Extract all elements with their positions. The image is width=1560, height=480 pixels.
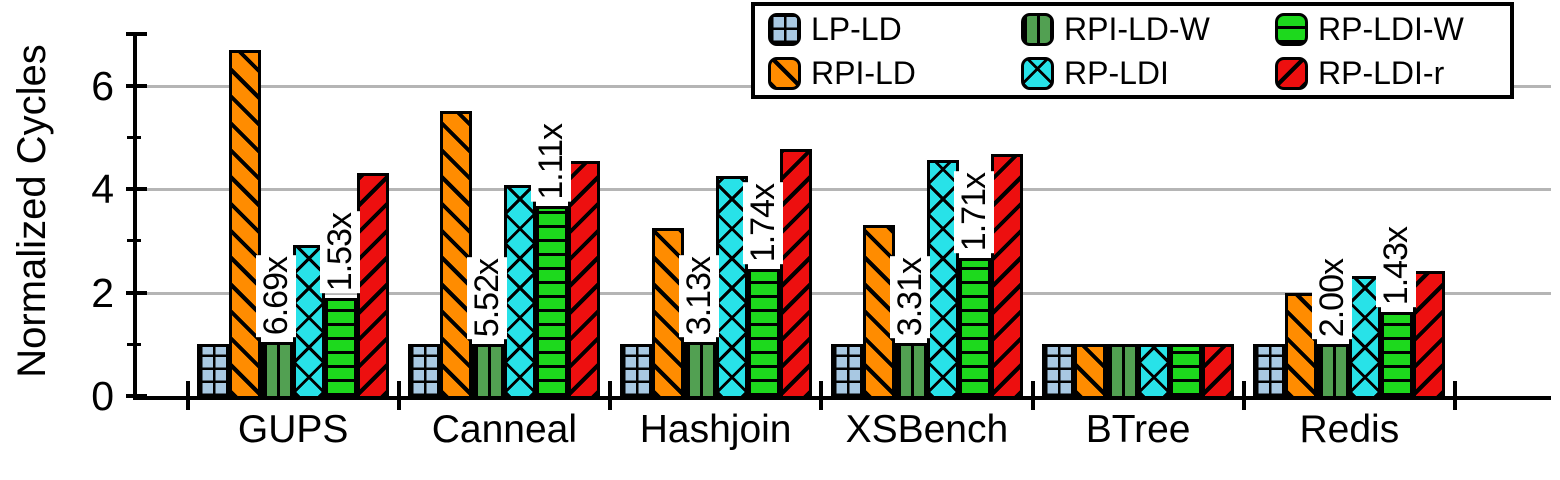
bar-RP-LDI-Canneal [504, 185, 537, 399]
bar-RP-LDI-r-Redis [1413, 271, 1446, 399]
y-minor-tick-3 [127, 239, 141, 243]
bar-RPI-LD-GUPS [229, 50, 262, 399]
x-tick-label-Redis: Redis [1299, 408, 1400, 451]
bar-RPI-LD-W-Canneal [472, 344, 505, 399]
y-tick-label-0: 0 [91, 373, 114, 419]
x-group-tick-2 [608, 381, 612, 410]
bar-RPI-LD-Redis [1285, 293, 1318, 399]
legend-swatch-RPI-LD-W-icon [1021, 12, 1054, 46]
x-group-tick-5 [1241, 381, 1246, 410]
bar-RP-LDI-W-Hashjoin [747, 269, 780, 399]
y-major-tick-2 [126, 290, 147, 295]
bar-annotation-Hashjoin: 3.13x [678, 255, 719, 338]
bar-annotation-Canneal: 5.52x [467, 257, 508, 340]
x-tick-label-BTree: BTree [1085, 408, 1191, 451]
bar-RP-LDI-BTree [1138, 344, 1171, 399]
legend-swatch-RP-LDI-W-icon [1275, 12, 1308, 46]
bar-annotation-GUPS: 6.69x [256, 255, 297, 338]
y-top-tick [126, 32, 147, 37]
y-minor-tick-5 [127, 136, 141, 139]
legend-label-RPI-LD-W: RPI-LD-W [1064, 10, 1210, 47]
y-minor-tick-1 [127, 342, 141, 346]
y-axis-line [133, 33, 137, 400]
bar-LP-LD-Hashjoin [619, 344, 652, 399]
bar-RPI-LD-W-Redis [1317, 344, 1350, 399]
y-major-tick-4 [126, 187, 147, 192]
bar-RP-LDI-W-XSBench [958, 258, 991, 399]
x-axis-line [133, 396, 1551, 400]
legend-item-RP-LDI: RP-LDI [1021, 51, 1275, 95]
bar-RP-LDI-W-BTree [1170, 344, 1203, 399]
bar-LP-LD-Redis [1253, 344, 1286, 399]
bar-LP-LD-Canneal [408, 344, 441, 399]
bar-RPI-LD-W-GUPS [261, 342, 294, 399]
legend-item-RP-LDI-W: RP-LDI-W [1275, 7, 1510, 51]
legend: LP-LD RPI-LD-W RP-LDI-W RPI-LD RP-LDI RP-LDI-… [751, 2, 1514, 99]
bar-LP-LD-BTree [1042, 344, 1075, 399]
y-major-tick-6 [126, 83, 147, 88]
bar-annotation-XSBench: 3.31x [889, 255, 930, 338]
bar-RPI-LD-W-Hashjoin [683, 342, 716, 399]
legend-item-RPI-LD-W: RPI-LD-W [1021, 7, 1275, 51]
bar-RP-LDI-W-Canneal [536, 206, 569, 399]
legend-label-RP-LDI-r: RP-LDI-r [1318, 54, 1445, 91]
bar-RP-LDI-r-Canneal [568, 161, 601, 399]
bar-RPI-LD-Canneal [440, 111, 473, 399]
y-tick-label-2: 2 [91, 269, 114, 316]
legend-swatch-RPI-LD-icon [768, 56, 801, 90]
legend-swatch-LP-LD-icon [768, 12, 801, 46]
legend-label-RPI-LD: RPI-LD [811, 54, 916, 91]
gridline-4 [135, 188, 1551, 192]
legend-label-RP-LDI: RP-LDI [1064, 54, 1169, 91]
bar-RP-LDI-W-GUPS [325, 298, 358, 399]
bar-annotation-XSBench: 1.71x [953, 171, 994, 254]
bar-RP-LDI-W-Redis [1381, 312, 1414, 399]
bar-RP-LDI-r-BTree [1202, 344, 1235, 399]
gridline-2 [135, 291, 1551, 295]
legend-item-LP-LD: LP-LD [768, 7, 1021, 51]
y-tick-label-4: 4 [91, 166, 114, 213]
bar-RP-LDI-r-XSBench [990, 154, 1023, 399]
x-tick-label-GUPS: GUPS [237, 408, 349, 451]
legend-swatch-RP-LDI-icon [1021, 56, 1054, 90]
bar-annotation-GUPS: 1.53x [320, 210, 361, 293]
x-group-tick-0 [185, 381, 190, 410]
x-tick-label-Hashjoin: Hashjoin [639, 408, 792, 451]
bar-RP-LDI-r-Hashjoin [779, 149, 812, 399]
legend-item-RPI-LD: RPI-LD [768, 51, 1021, 95]
bar-RP-LDI-Hashjoin [715, 176, 748, 399]
legend-swatch-RP-LDI-r-icon [1275, 56, 1308, 90]
x-group-tick-1 [396, 381, 401, 410]
bar-LP-LD-XSBench [830, 344, 863, 399]
bar-RPI-LD-BTree [1074, 344, 1107, 399]
bar-RP-LDI-r-GUPS [357, 173, 390, 399]
legend-label-LP-LD: LP-LD [811, 10, 902, 47]
bar-RPI-LD-W-XSBench [894, 343, 927, 399]
legend-item-RP-LDI-r: RP-LDI-r [1275, 51, 1510, 95]
y-major-tick-0 [126, 394, 147, 398]
bar-annotation-Redis: 1.43x [1376, 225, 1417, 308]
bar-LP-LD-GUPS [197, 344, 230, 399]
bar-annotation-Canneal: 1.11x [531, 121, 572, 202]
x-group-tick-3 [819, 381, 824, 410]
x-group-tick-6 [1453, 381, 1457, 410]
x-tick-label-XSBench: XSBench [845, 408, 1009, 451]
bar-RPI-LD-W-BTree [1106, 344, 1139, 399]
y-tick-label-6: 6 [91, 62, 114, 109]
bar-annotation-Redis: 2.00x [1312, 257, 1353, 340]
legend-label-RP-LDI-W: RP-LDI-W [1318, 10, 1464, 47]
x-tick-label-Canneal: Canneal [431, 408, 578, 451]
bar-RPI-LD-XSBench [862, 225, 895, 399]
x-group-tick-4 [1030, 381, 1035, 410]
bar-annotation-Hashjoin: 1.74x [742, 182, 783, 265]
